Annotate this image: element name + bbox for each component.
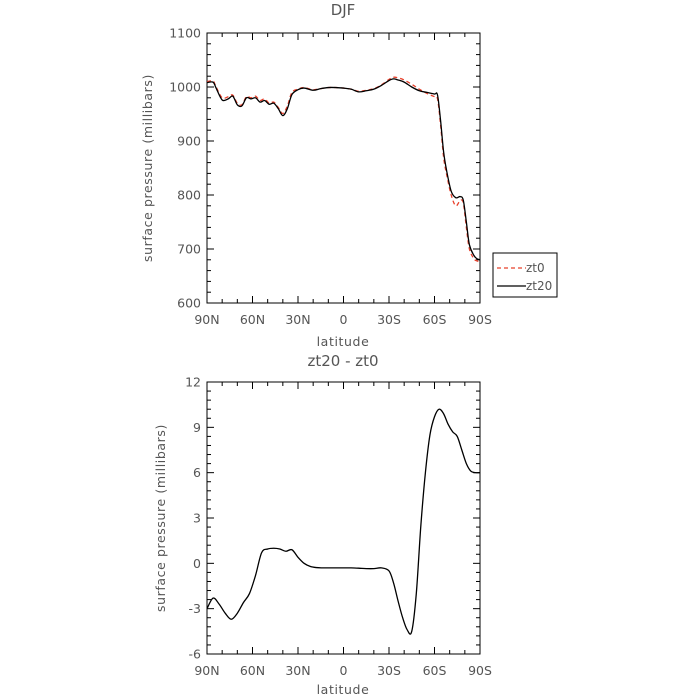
x-tick-label: 90N xyxy=(194,312,219,327)
x-tick-label: 30N xyxy=(285,312,310,327)
bottom-x-axis-label: latitude xyxy=(317,682,370,697)
x-tick-label: 30S xyxy=(377,663,401,678)
y-tick-label: 1100 xyxy=(169,26,201,41)
x-tick-label: 60N xyxy=(240,312,265,327)
y-tick-label: 1000 xyxy=(169,80,201,95)
y-tick-label: 12 xyxy=(185,375,201,390)
legend: zt0 zt20 xyxy=(492,252,558,298)
difference-series-line xyxy=(206,408,481,635)
x-tick-label: 30S xyxy=(377,312,401,327)
top-x-ticks: 90N 60N 30N 0 30S 60S 90S xyxy=(194,33,492,327)
x-tick-label: 60N xyxy=(240,663,265,678)
bottom-y-ticks: -6 -3 0 3 6 9 12 xyxy=(185,375,480,662)
bottom-plot-frame xyxy=(206,381,481,655)
bottom-series-lines xyxy=(206,408,481,635)
y-tick-label: 6 xyxy=(193,465,201,480)
y-tick-label: 9 xyxy=(193,420,201,435)
legend-zt0-label: zt0 xyxy=(526,261,545,275)
y-tick-label: -6 xyxy=(189,647,202,662)
y-tick-label: 700 xyxy=(177,242,201,257)
x-tick-label: 60S xyxy=(423,663,447,678)
x-tick-label: 0 xyxy=(340,663,348,678)
zt20-series-line xyxy=(206,78,481,261)
x-tick-label: 90S xyxy=(468,663,492,678)
y-tick-label: 800 xyxy=(177,188,201,203)
x-tick-label: 90S xyxy=(468,312,492,327)
top-plot-frame xyxy=(206,32,481,304)
x-tick-label: 0 xyxy=(340,312,348,327)
top-y-ticks: 600 700 800 900 1000 1100 xyxy=(169,26,480,311)
y-tick-label: -3 xyxy=(189,601,201,616)
bottom-y-axis-label: surface pressure (millibars) xyxy=(153,424,168,612)
top-x-axis-label: latitude xyxy=(317,334,370,349)
x-tick-label: 30N xyxy=(285,663,310,678)
legend-box xyxy=(492,252,558,298)
bottom-title: zt20 - zt0 xyxy=(307,352,378,370)
legend-zt20-label: zt20 xyxy=(526,279,552,293)
x-tick-label: 60S xyxy=(423,312,447,327)
zt0-series-line xyxy=(206,76,481,263)
y-tick-label: 0 xyxy=(193,556,201,571)
y-tick-label: 600 xyxy=(177,296,201,311)
top-series-lines xyxy=(206,76,481,263)
top-y-axis-label: surface pressure (millibars) xyxy=(140,74,155,262)
x-tick-label: 90N xyxy=(194,663,219,678)
top-title: DJF xyxy=(331,1,356,19)
y-tick-label: 3 xyxy=(193,511,201,526)
y-tick-label: 900 xyxy=(177,134,201,149)
bottom-x-ticks: 90N 60N 30N 0 30S 60S 90S xyxy=(194,382,492,678)
